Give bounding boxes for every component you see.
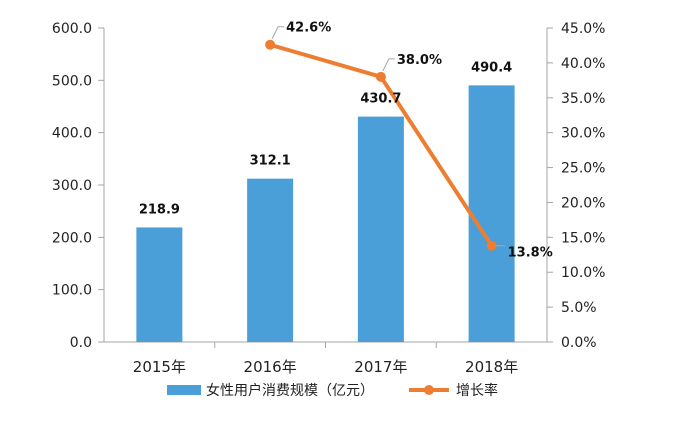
bar-data-label: 312.1 — [250, 154, 291, 169]
line-data-label: 13.8% — [508, 246, 553, 261]
y-left-tick-label: 600.0 — [52, 21, 92, 37]
line-layer — [265, 39, 497, 251]
y-left-tick-label: 400.0 — [52, 126, 92, 142]
line-label-leader — [271, 26, 285, 39]
y-right-tick-label: 20.0% — [561, 195, 605, 211]
y-right-tick-label: 5.0% — [561, 300, 597, 316]
y-left-tick-label: 500.0 — [52, 73, 92, 89]
y-right-tick-label: 25.0% — [561, 161, 605, 177]
bar — [136, 227, 183, 342]
x-tick-label: 2017年 — [354, 358, 407, 376]
y-left-tick-label: 200.0 — [52, 230, 92, 246]
y-right-tick-label: 10.0% — [561, 265, 605, 281]
y-right-tick-label: 0.0% — [561, 335, 597, 351]
y-left-tick-label: 0.0 — [70, 335, 92, 351]
y-left-tick-label: 100.0 — [52, 283, 92, 299]
y-right-tick-label: 30.0% — [561, 126, 605, 142]
y-right-tick-label: 40.0% — [561, 56, 605, 72]
axes-layer: 0.0 100.0 200.0 300.0 400.0 500.0 600.0 0.0% 5.0… — [52, 21, 606, 376]
growth-point — [375, 71, 386, 82]
labels-layer: 218.9 312.1 430.7 490.4 42.6% 38.0% 13.8% — [139, 21, 553, 261]
y-right-tick-label: 15.0% — [561, 230, 605, 246]
bars-layer — [136, 85, 515, 342]
bar — [247, 178, 294, 342]
bar-data-label: 430.7 — [360, 92, 401, 107]
growth-point — [265, 39, 276, 50]
x-tick-label: 2018年 — [465, 358, 518, 376]
y-left-tick-label: 300.0 — [52, 178, 92, 194]
legend-bar-swatch — [167, 385, 201, 395]
line-data-label: 42.6% — [286, 21, 331, 36]
line-data-label: 38.0% — [397, 53, 442, 68]
growth-point — [486, 240, 497, 251]
bar — [468, 85, 515, 342]
bar-data-label: 490.4 — [471, 60, 512, 75]
line-label-leader — [382, 58, 395, 72]
legend-bar-label: 女性用户消费规模（亿元） — [206, 382, 374, 399]
y-right-tick-label: 35.0% — [561, 91, 605, 107]
y-right-tick-label: 45.0% — [561, 21, 605, 37]
legend-line-marker — [424, 385, 434, 395]
bar-data-label: 218.9 — [139, 202, 180, 217]
legend: 女性用户消费规模（亿元） 增长率 — [167, 382, 498, 399]
x-tick-label: 2015年 — [133, 358, 186, 376]
bar — [357, 116, 404, 342]
legend-line-label: 增长率 — [456, 382, 498, 399]
x-tick-label: 2016年 — [244, 358, 297, 376]
